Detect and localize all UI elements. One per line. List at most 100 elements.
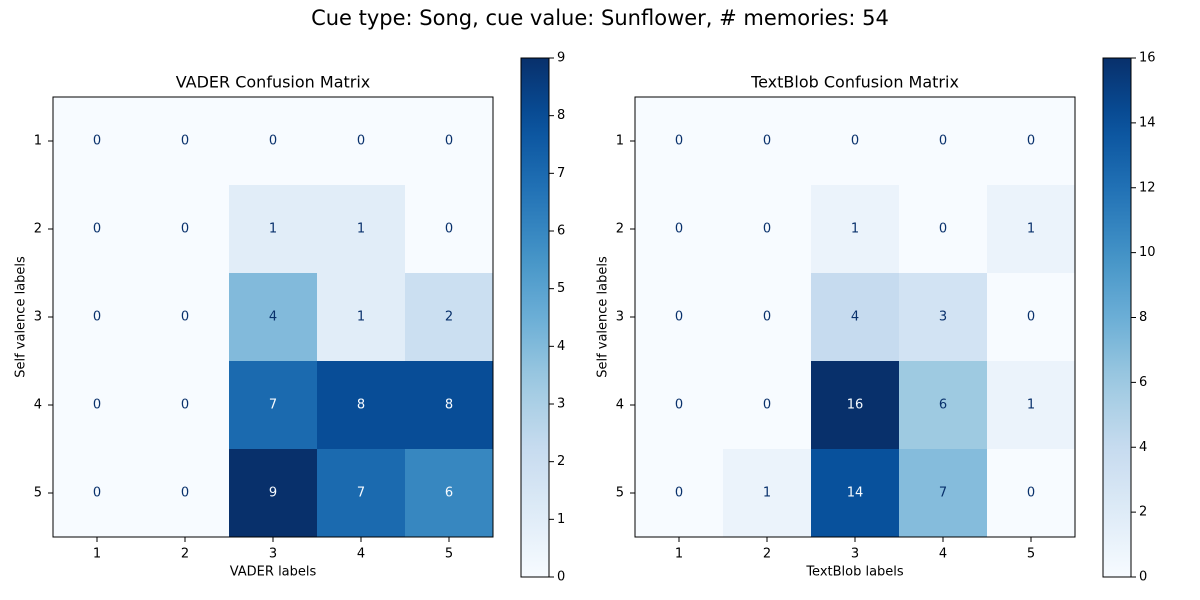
heatmap-cell xyxy=(987,185,1076,274)
heatmap-cell xyxy=(53,449,142,538)
colorbar-tick-label: 2 xyxy=(1139,505,1147,520)
heatmap-cell xyxy=(987,97,1076,186)
cell-value-label: 0 xyxy=(1027,134,1035,149)
heatmap-cell xyxy=(405,449,494,538)
x-tick-label: 5 xyxy=(445,547,453,562)
x-tick-label: 4 xyxy=(939,547,947,562)
heatmap-cell xyxy=(899,97,988,186)
figure-suptitle: Cue type: Song, cue value: Sunflower, # … xyxy=(311,6,889,30)
y-tick-label: 3 xyxy=(34,310,42,325)
heatmap-cell xyxy=(405,185,494,274)
y-axis-label: Self valence labels xyxy=(596,256,611,378)
y-tick-label: 2 xyxy=(34,222,42,237)
cell-value-label: 0 xyxy=(181,486,189,501)
heatmap-cell xyxy=(723,273,812,362)
colorbar-tick-label: 0 xyxy=(1139,570,1147,585)
colorbar xyxy=(520,57,550,578)
cell-value-label: 0 xyxy=(675,398,683,413)
colorbar-tick-label: 4 xyxy=(1139,440,1147,455)
cell-value-label: 9 xyxy=(269,486,277,501)
x-tick-label: 2 xyxy=(763,547,771,562)
cell-value-label: 1 xyxy=(1027,398,1035,413)
colorbar-tick-label: 5 xyxy=(557,281,565,296)
heatmap-cell xyxy=(899,361,988,450)
cell-value-label: 0 xyxy=(93,310,101,325)
heatmap-cell xyxy=(899,273,988,362)
y-tick-label: 3 xyxy=(616,310,624,325)
cell-value-label: 7 xyxy=(939,486,947,501)
y-tick-label: 1 xyxy=(616,134,624,149)
heatmap-cell xyxy=(635,185,724,274)
y-axis-label: Self valence labels xyxy=(14,256,29,378)
colorbar-tick-label: 16 xyxy=(1139,51,1156,66)
heatmap-cell xyxy=(811,97,900,186)
heatmap-cell xyxy=(811,273,900,362)
heatmap-cell xyxy=(229,185,318,274)
x-tick-label: 5 xyxy=(1027,547,1035,562)
x-tick-label: 3 xyxy=(269,547,277,562)
cell-value-label: 0 xyxy=(93,134,101,149)
heatmap-cell xyxy=(53,361,142,450)
colorbar-tick-label: 10 xyxy=(1139,245,1156,260)
colorbar-tick-label: 9 xyxy=(557,51,565,66)
x-tick-label: 1 xyxy=(93,547,101,562)
x-tick-label: 2 xyxy=(181,547,189,562)
cell-value-label: 4 xyxy=(851,310,859,325)
colorbar-tick-label: 8 xyxy=(557,108,565,123)
cell-value-label: 0 xyxy=(445,134,453,149)
cell-value-label: 6 xyxy=(939,398,947,413)
heatmap-cell xyxy=(317,273,406,362)
y-tick-label: 4 xyxy=(34,398,42,413)
cell-value-label: 0 xyxy=(939,134,947,149)
colorbar-tick-label: 7 xyxy=(557,166,565,181)
cell-value-label: 1 xyxy=(357,222,365,237)
cell-value-label: 0 xyxy=(763,222,771,237)
x-axis-label: VADER labels xyxy=(230,565,317,580)
cell-value-label: 0 xyxy=(181,222,189,237)
heatmap-cell xyxy=(899,449,988,538)
heatmap-cell xyxy=(635,449,724,538)
x-axis-label: TextBlob labels xyxy=(805,565,904,580)
cell-value-label: 0 xyxy=(675,486,683,501)
heatmap-cell xyxy=(229,97,318,186)
heatmap-cell xyxy=(811,185,900,274)
heatmap-cell xyxy=(987,273,1076,362)
heatmap-cell xyxy=(141,185,230,274)
y-tick-label: 5 xyxy=(34,486,42,501)
heatmap-cell xyxy=(317,361,406,450)
cell-value-label: 0 xyxy=(763,310,771,325)
heatmap-cell xyxy=(811,449,900,538)
y-tick-label: 4 xyxy=(616,398,624,413)
x-tick-label: 1 xyxy=(675,547,683,562)
colorbar-tick-label: 14 xyxy=(1139,115,1156,130)
cell-value-label: 0 xyxy=(93,486,101,501)
chart-title: TextBlob Confusion Matrix xyxy=(750,73,959,92)
cell-value-label: 7 xyxy=(357,486,365,501)
cell-value-label: 4 xyxy=(269,310,277,325)
cell-value-label: 1 xyxy=(357,310,365,325)
cell-value-label: 0 xyxy=(93,222,101,237)
heatmap-cell xyxy=(141,273,230,362)
heatmap-cell xyxy=(723,449,812,538)
heatmap-cell xyxy=(405,273,494,362)
cell-value-label: 0 xyxy=(851,134,859,149)
chart-title: VADER Confusion Matrix xyxy=(176,73,371,92)
colorbar-tick-label: 8 xyxy=(1139,310,1147,325)
heatmap-cell xyxy=(723,361,812,450)
cell-value-label: 1 xyxy=(763,486,771,501)
heatmap-cell xyxy=(405,361,494,450)
cell-value-label: 0 xyxy=(675,310,683,325)
cell-value-label: 0 xyxy=(763,134,771,149)
heatmap-cell xyxy=(635,273,724,362)
cell-value-label: 2 xyxy=(445,310,453,325)
cell-value-label: 1 xyxy=(851,222,859,237)
heatmap-cell xyxy=(723,185,812,274)
cell-value-label: 16 xyxy=(847,398,864,413)
heatmap-cell xyxy=(811,361,900,450)
heatmap-cell xyxy=(317,97,406,186)
cell-value-label: 0 xyxy=(181,134,189,149)
heatmap-cell xyxy=(635,361,724,450)
heatmap-cell xyxy=(229,273,318,362)
